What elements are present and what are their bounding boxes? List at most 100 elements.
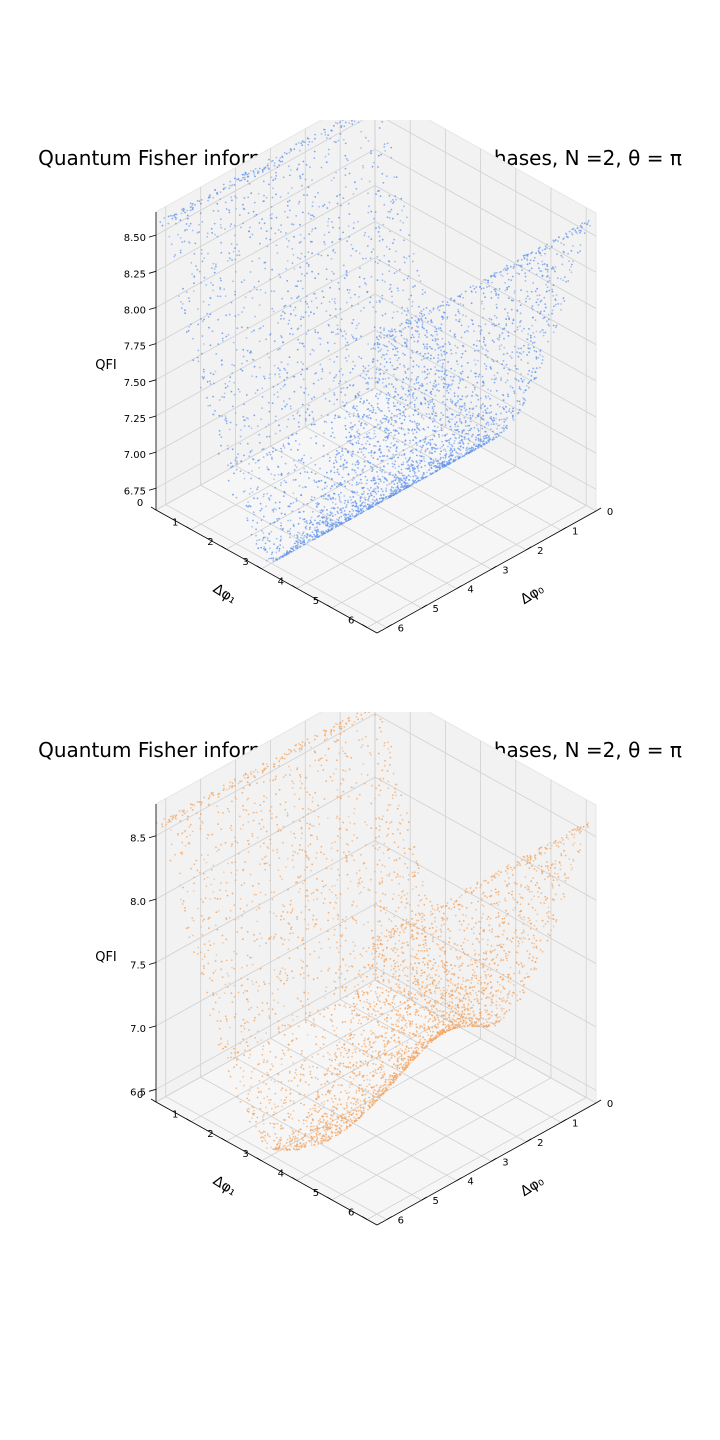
data-point bbox=[278, 164, 280, 166]
data-point bbox=[429, 309, 431, 312]
data-point bbox=[424, 450, 427, 453]
data-point bbox=[287, 418, 290, 421]
data-point bbox=[258, 340, 261, 343]
data-point bbox=[379, 445, 381, 447]
data-point bbox=[368, 180, 371, 183]
data-point bbox=[415, 423, 418, 425]
data-point bbox=[498, 334, 501, 336]
data-point bbox=[474, 447, 477, 450]
data-point bbox=[480, 1016, 482, 1019]
data-point bbox=[414, 409, 417, 412]
data-point bbox=[381, 470, 383, 473]
data-point bbox=[355, 481, 358, 484]
data-point bbox=[302, 543, 305, 546]
data-point bbox=[295, 500, 298, 502]
data-point bbox=[399, 229, 402, 232]
data-point bbox=[340, 501, 342, 504]
data-point bbox=[411, 372, 413, 374]
data-point bbox=[403, 488, 405, 491]
data-point bbox=[395, 447, 398, 450]
data-point bbox=[464, 419, 467, 422]
data-point bbox=[185, 291, 188, 294]
data-point bbox=[445, 374, 448, 377]
data-point bbox=[411, 326, 413, 329]
data-point bbox=[374, 377, 377, 379]
data-point bbox=[301, 541, 304, 544]
data-point bbox=[390, 290, 393, 293]
data-point bbox=[320, 166, 323, 169]
qfi-tick-label: 7.75 bbox=[124, 342, 146, 353]
data-point bbox=[409, 442, 411, 444]
data-point bbox=[520, 347, 522, 350]
data-point bbox=[314, 137, 316, 140]
data-point bbox=[475, 445, 477, 447]
data-point bbox=[277, 1140, 280, 1143]
data-point bbox=[303, 536, 305, 539]
data-point bbox=[312, 523, 314, 526]
data-point bbox=[520, 373, 522, 375]
data-point bbox=[428, 345, 431, 348]
data-point bbox=[440, 450, 442, 453]
data-point bbox=[231, 199, 233, 202]
data-point bbox=[301, 534, 303, 537]
data-point bbox=[292, 309, 295, 311]
data-point bbox=[539, 331, 542, 333]
data-point bbox=[382, 417, 384, 420]
data-point bbox=[568, 269, 571, 271]
data-point bbox=[309, 1108, 312, 1110]
data-point bbox=[482, 307, 485, 310]
data-point bbox=[460, 356, 463, 359]
data-point bbox=[318, 514, 320, 517]
data-point bbox=[390, 423, 393, 425]
data-point bbox=[498, 338, 500, 341]
data-point bbox=[317, 1143, 320, 1145]
data-point bbox=[308, 414, 311, 417]
data-point bbox=[313, 527, 316, 529]
data-point bbox=[234, 258, 237, 261]
data-point bbox=[541, 263, 544, 266]
data-point bbox=[488, 438, 491, 440]
data-point bbox=[533, 336, 536, 338]
data-point bbox=[302, 363, 304, 365]
data-point bbox=[503, 420, 506, 423]
data-point bbox=[285, 237, 288, 240]
data-point bbox=[399, 397, 402, 400]
tick-mark bbox=[361, 624, 368, 628]
data-point bbox=[389, 287, 392, 289]
data-point bbox=[275, 244, 278, 247]
data-point bbox=[329, 487, 332, 490]
data-point bbox=[224, 386, 227, 389]
data-point bbox=[242, 1038, 245, 1041]
data-point bbox=[442, 460, 444, 463]
data-point bbox=[347, 513, 350, 516]
data-point bbox=[467, 433, 470, 435]
data-point bbox=[399, 486, 402, 488]
data-point bbox=[467, 330, 470, 333]
data-point bbox=[271, 551, 274, 554]
data-point bbox=[293, 469, 296, 471]
data-point bbox=[426, 1028, 429, 1031]
data-point bbox=[473, 350, 476, 352]
data-point bbox=[392, 1006, 395, 1008]
data-point bbox=[295, 432, 298, 435]
data-point bbox=[311, 398, 313, 400]
data-point bbox=[287, 519, 289, 522]
data-point bbox=[516, 351, 518, 353]
data-point bbox=[579, 244, 582, 246]
data-point bbox=[314, 535, 316, 537]
data-point bbox=[398, 968, 401, 971]
data-point bbox=[203, 370, 205, 373]
data-point bbox=[476, 982, 479, 985]
data-point bbox=[511, 410, 514, 413]
data-point bbox=[407, 464, 410, 466]
data-point bbox=[383, 1073, 386, 1076]
data-point bbox=[345, 466, 348, 469]
data-point bbox=[301, 403, 304, 406]
data-point bbox=[269, 278, 271, 281]
data-point bbox=[347, 225, 350, 228]
data-point bbox=[308, 528, 311, 531]
data-point bbox=[450, 1007, 453, 1009]
data-point bbox=[317, 1009, 319, 1012]
data-point bbox=[507, 297, 510, 299]
data-point bbox=[337, 519, 340, 521]
